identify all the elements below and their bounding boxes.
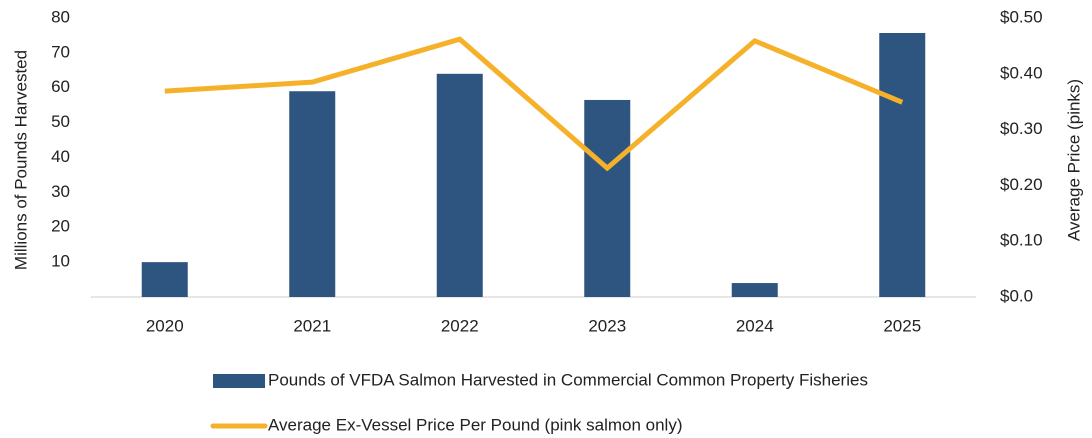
line	[164, 36, 904, 172]
bar	[879, 32, 926, 298]
bar	[731, 283, 778, 297]
x-tick-label: 2022	[441, 316, 479, 335]
x-tick-label: 2024	[736, 316, 774, 335]
y-tick-label: 20	[51, 217, 70, 236]
bar	[141, 262, 188, 297]
y-tick-label: 50	[51, 112, 70, 131]
legend-swatch	[213, 374, 265, 388]
y-tick-label: 80	[51, 7, 70, 26]
y-tick-label: 40	[51, 147, 70, 166]
bar	[584, 99, 631, 297]
y-axis-title: Millions of Pounds Harvested	[11, 50, 30, 270]
y2-tick-label: $0.10	[1000, 231, 1043, 250]
y-tick-label: 70	[51, 42, 70, 61]
y-tick-label: 10	[51, 252, 70, 271]
x-tick-label: 2025	[883, 316, 921, 335]
bar	[289, 91, 336, 297]
y-tick-label: 30	[51, 182, 70, 201]
bar	[436, 73, 483, 297]
legend-label: Pounds of VFDA Salmon Harvested in Comme…	[268, 370, 868, 389]
x-tick-label: 2020	[146, 316, 184, 335]
y2-axis-title: Average Price (pinks)	[1064, 79, 1083, 241]
legend-label: Average Ex-Vessel Price Per Pound (pink …	[268, 415, 683, 434]
y2-tick-label: $0.0	[1000, 286, 1033, 305]
y2-tick-label: $0.50	[1000, 7, 1043, 26]
y-tick-label: 60	[51, 77, 70, 96]
y2-tick-label: $0.30	[1000, 119, 1043, 138]
y2-tick-label: $0.40	[1000, 63, 1043, 82]
x-tick-label: 2023	[588, 316, 626, 335]
y2-tick-label: $0.20	[1000, 175, 1043, 194]
x-tick-label: 2021	[293, 316, 331, 335]
